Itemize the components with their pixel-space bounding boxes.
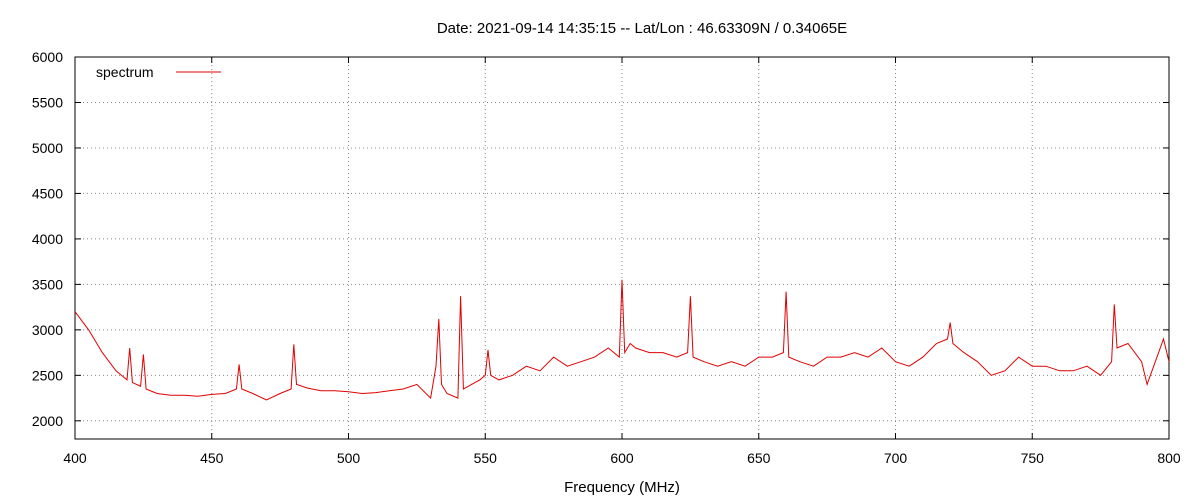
x-tick-label: 500 xyxy=(337,450,361,466)
chart-title: Date: 2021-09-14 14:35:15 -- Lat/Lon : 4… xyxy=(437,20,847,37)
y-tick-label: 5000 xyxy=(32,140,63,156)
x-tick-label: 650 xyxy=(747,450,771,466)
axis-ticks xyxy=(74,56,1170,439)
x-tick-labels: 400 450 500 550 600 650 700 750 800 xyxy=(63,450,1181,466)
y-tick-label: 6000 xyxy=(32,49,63,65)
y-tick-label: 3500 xyxy=(32,276,63,292)
x-tick-label: 600 xyxy=(610,450,634,466)
spectrum-series-line xyxy=(74,279,1170,401)
legend-label: spectrum xyxy=(96,64,154,80)
legend: spectrum xyxy=(96,64,221,80)
y-tick-label: 2500 xyxy=(32,367,63,383)
y-tick-label: 2000 xyxy=(32,413,63,429)
y-tick-label: 4500 xyxy=(32,185,63,201)
y-tick-label: 4000 xyxy=(32,231,63,247)
x-tick-label: 550 xyxy=(474,450,498,466)
x-axis-label: Frequency (MHz) xyxy=(564,479,680,496)
y-tick-labels: 2000 2500 3000 3500 4000 4500 5000 5500 6000 xyxy=(32,49,63,429)
x-tick-label: 800 xyxy=(1157,450,1181,466)
grid-lines xyxy=(75,57,1169,439)
x-tick-label: 700 xyxy=(884,450,908,466)
y-tick-label: 5500 xyxy=(32,94,63,110)
x-tick-label: 400 xyxy=(63,450,87,466)
x-tick-label: 450 xyxy=(200,450,224,466)
y-tick-label: 3000 xyxy=(32,322,63,338)
x-tick-label: 750 xyxy=(1021,450,1045,466)
